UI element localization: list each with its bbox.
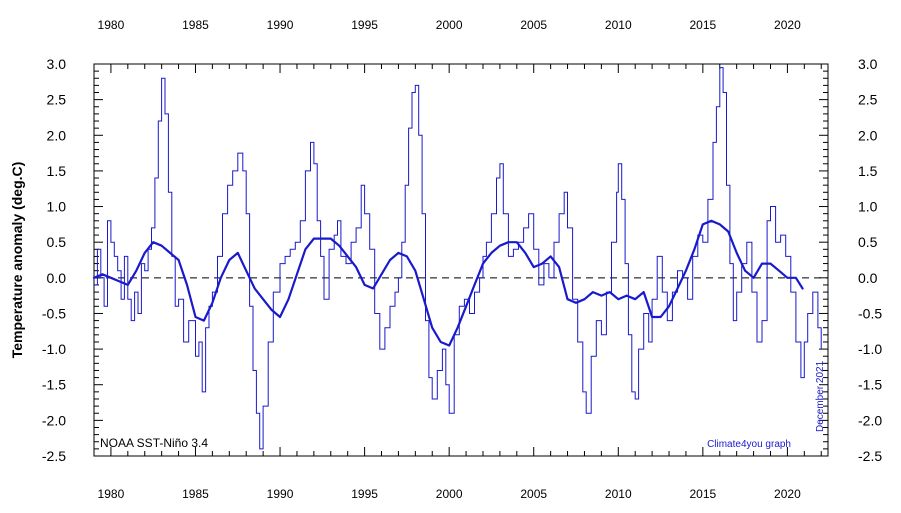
y-tick-labels: 3.0 3.0 2.5 2.5 2.0 2.0 1.5 1.5 1.0 1.0 0.5 0.5 0.0 0… — [42, 56, 882, 464]
y-tick-label-right: -0.5 — [858, 305, 882, 321]
y-tick-label-right: -2.5 — [858, 448, 882, 464]
x-tick-label-bottom: 2005 — [520, 487, 547, 501]
x-tick-label-top: 1995 — [351, 18, 378, 32]
data-series — [92, 67, 822, 450]
source-annotation: NOAA SST-Niño 3.4 — [100, 436, 208, 450]
x-tick-label-top: 1985 — [182, 18, 209, 32]
x-tick-label-bottom: 2010 — [605, 487, 632, 501]
x-tick-label-top: 2020 — [774, 18, 801, 32]
x-tick-label-bottom: 1985 — [182, 487, 209, 501]
x-tick-label-bottom: 2015 — [689, 487, 716, 501]
y-tick-label-left: 2.5 — [47, 92, 67, 108]
y-tick-label-right: 0.5 — [858, 234, 878, 250]
x-tick-label-bottom: 1990 — [267, 487, 294, 501]
running-mean-line — [92, 219, 804, 347]
x-tick-label-bottom: 1995 — [351, 487, 378, 501]
x-tick-label-top: 2000 — [436, 18, 463, 32]
monthly-anomaly-line — [94, 67, 822, 450]
x-tick-label-top: 2010 — [605, 18, 632, 32]
x-tick-label-top: 1990 — [267, 18, 294, 32]
y-tick-label-right: -1.5 — [858, 377, 882, 393]
y-tick-label-right: -1.0 — [858, 341, 882, 357]
y-tick-label-left: 1.0 — [47, 199, 67, 215]
x-tick-label-top: 2015 — [689, 18, 716, 32]
y-tick-label-left: -1.5 — [42, 377, 66, 393]
y-tick-label-left: -2.0 — [42, 412, 66, 428]
y-tick-label-right: 0.0 — [858, 270, 878, 286]
x-tick-label-top: 2005 — [520, 18, 547, 32]
y-tick-label-right: 1.0 — [858, 199, 878, 215]
credit-annotation: Climate4you graph — [707, 439, 791, 450]
axis-ticks — [93, 63, 828, 457]
y-tick-label-left: -0.5 — [42, 305, 66, 321]
x-tick-labels: 1980 1980 1985 1985 1990 1990 1995 1995 2000 2000… — [98, 18, 802, 501]
x-tick-label-top: 1980 — [98, 18, 125, 32]
y-tick-label-right: 1.5 — [858, 163, 878, 179]
y-axis-label: Temperature anomaly (deg.C) — [9, 162, 25, 359]
y-tick-label-left: 1.5 — [47, 163, 67, 179]
x-tick-label-bottom: 2020 — [774, 487, 801, 501]
y-tick-label-left: 0.0 — [47, 270, 67, 286]
y-tick-label-left: 0.5 — [47, 234, 67, 250]
date-annotation: December 2021 — [815, 360, 826, 432]
y-tick-label-left: 3.0 — [47, 56, 67, 72]
y-tick-label-right: 2.5 — [858, 92, 878, 108]
y-tick-label-left: -2.5 — [42, 448, 66, 464]
y-tick-label-left: -1.0 — [42, 341, 66, 357]
x-tick-label-bottom: 2000 — [436, 487, 463, 501]
y-tick-label-left: 2.0 — [47, 127, 67, 143]
y-tick-label-right: 3.0 — [858, 56, 878, 72]
x-tick-label-bottom: 1980 — [98, 487, 125, 501]
plot-area — [93, 63, 829, 457]
y-tick-label-right: -2.0 — [858, 412, 882, 428]
y-tick-label-right: 2.0 — [858, 127, 878, 143]
